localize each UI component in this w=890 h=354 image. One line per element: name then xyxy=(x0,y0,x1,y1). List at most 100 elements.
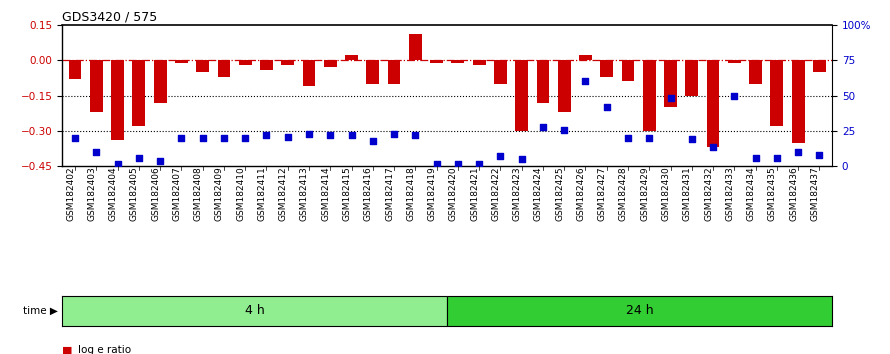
Text: GDS3420 / 575: GDS3420 / 575 xyxy=(62,11,158,24)
Text: GSM182434: GSM182434 xyxy=(747,166,756,221)
Bar xyxy=(494,60,506,84)
Text: 24 h: 24 h xyxy=(626,304,653,317)
Point xyxy=(493,154,507,159)
Text: GSM182426: GSM182426 xyxy=(577,166,586,221)
Text: GSM182415: GSM182415 xyxy=(343,166,352,221)
Point xyxy=(132,155,146,161)
Text: GSM182419: GSM182419 xyxy=(427,166,437,221)
Point xyxy=(813,152,827,158)
Text: GSM182431: GSM182431 xyxy=(683,166,692,221)
Point xyxy=(770,155,784,161)
Point xyxy=(409,132,423,138)
Point xyxy=(557,127,571,132)
Point xyxy=(578,79,593,84)
Text: GSM182424: GSM182424 xyxy=(534,166,543,221)
Text: GSM182402: GSM182402 xyxy=(66,166,75,221)
Bar xyxy=(813,60,826,72)
Text: GSM182406: GSM182406 xyxy=(151,166,160,221)
Point xyxy=(174,135,189,141)
Point xyxy=(514,156,529,162)
Text: GSM182407: GSM182407 xyxy=(173,166,182,221)
Bar xyxy=(515,60,528,131)
Point xyxy=(217,135,231,141)
Bar xyxy=(728,60,740,63)
Text: GSM182418: GSM182418 xyxy=(407,166,416,221)
Text: GSM182432: GSM182432 xyxy=(704,166,713,221)
Text: GSM182412: GSM182412 xyxy=(279,166,287,221)
Bar xyxy=(448,296,832,326)
Text: GSM182405: GSM182405 xyxy=(130,166,139,221)
Point xyxy=(727,93,741,98)
Point xyxy=(89,149,103,155)
Text: GSM182423: GSM182423 xyxy=(513,166,522,221)
Text: GSM182420: GSM182420 xyxy=(449,166,457,221)
Point xyxy=(68,135,82,141)
Point xyxy=(600,104,614,110)
Text: GSM182428: GSM182428 xyxy=(619,166,628,221)
Bar xyxy=(388,60,401,84)
Bar xyxy=(749,60,762,84)
Bar xyxy=(345,56,358,60)
Text: ■: ■ xyxy=(62,346,73,354)
Text: GSM182425: GSM182425 xyxy=(555,166,564,221)
Bar xyxy=(175,60,188,63)
Text: GSM182427: GSM182427 xyxy=(598,166,607,221)
Text: GSM182417: GSM182417 xyxy=(385,166,394,221)
Bar xyxy=(430,60,443,63)
Text: GSM182408: GSM182408 xyxy=(194,166,203,221)
Bar xyxy=(643,60,656,131)
Text: GSM182403: GSM182403 xyxy=(87,166,96,221)
Bar xyxy=(217,60,231,77)
Bar xyxy=(664,60,677,107)
Point xyxy=(791,149,805,155)
Bar xyxy=(367,60,379,84)
Point xyxy=(196,135,210,141)
Point xyxy=(280,134,295,139)
Bar xyxy=(537,60,549,103)
Text: GSM182437: GSM182437 xyxy=(811,166,820,221)
Text: GSM182422: GSM182422 xyxy=(491,166,500,221)
Point xyxy=(684,137,699,142)
Point xyxy=(536,124,550,130)
Text: GSM182416: GSM182416 xyxy=(364,166,373,221)
Bar xyxy=(685,60,698,96)
Point xyxy=(748,155,763,161)
Bar xyxy=(621,60,635,81)
Point xyxy=(387,131,401,137)
Bar xyxy=(558,60,570,112)
Text: GSM182410: GSM182410 xyxy=(236,166,245,221)
Bar xyxy=(409,34,422,60)
Text: GSM182414: GSM182414 xyxy=(321,166,330,221)
Bar xyxy=(303,60,315,86)
Bar xyxy=(260,60,273,70)
Point xyxy=(663,96,677,101)
Text: 4 h: 4 h xyxy=(245,304,264,317)
Point xyxy=(643,135,657,141)
Point xyxy=(706,144,720,149)
Text: GSM182430: GSM182430 xyxy=(661,166,670,221)
Bar xyxy=(69,60,82,79)
Point xyxy=(430,161,444,166)
Text: GSM182435: GSM182435 xyxy=(768,166,777,221)
Bar xyxy=(451,60,465,63)
Bar xyxy=(601,60,613,77)
Point xyxy=(110,161,125,166)
Bar xyxy=(239,60,252,65)
Point xyxy=(302,131,316,137)
Point xyxy=(366,138,380,144)
Text: GSM182409: GSM182409 xyxy=(214,166,224,221)
Bar xyxy=(579,56,592,60)
Point xyxy=(238,135,252,141)
Text: GSM182404: GSM182404 xyxy=(109,166,117,221)
Text: GSM182421: GSM182421 xyxy=(470,166,479,221)
Bar xyxy=(771,60,783,126)
Bar xyxy=(197,60,209,72)
Text: GSM182411: GSM182411 xyxy=(257,166,266,221)
Bar xyxy=(62,296,448,326)
Bar xyxy=(792,60,805,143)
Text: GSM182436: GSM182436 xyxy=(789,166,798,221)
Text: GSM182413: GSM182413 xyxy=(300,166,309,221)
Text: time ▶: time ▶ xyxy=(23,306,58,316)
Bar xyxy=(90,60,102,112)
Bar xyxy=(154,60,166,103)
